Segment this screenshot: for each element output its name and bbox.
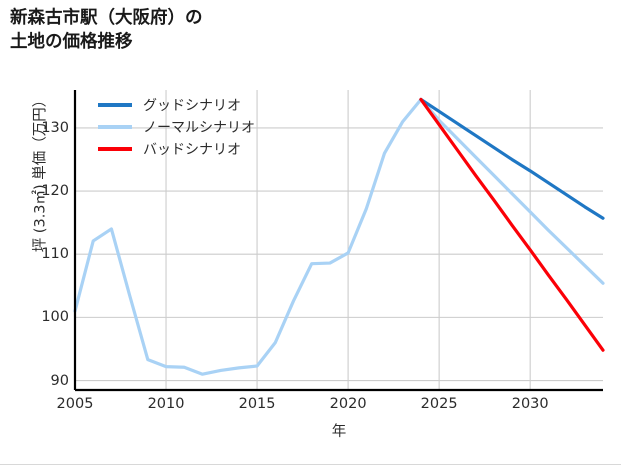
x-tick-label: 2025	[420, 396, 458, 412]
series-line	[419, 97, 605, 352]
x-tick-label: 2030	[511, 396, 549, 412]
y-tick-label: 110	[41, 246, 69, 263]
x-tick-label: 2005	[56, 396, 94, 412]
legend-item[interactable]: バッドシナリオ	[98, 138, 298, 160]
legend-label: バッドシナリオ	[143, 142, 241, 158]
y-tick-label: 100	[41, 309, 69, 326]
chart-legend: グッドシナリオ ノーマルシナリオ バッドシナリオ	[98, 94, 298, 160]
legend-item[interactable]: グッドシナリオ	[98, 94, 298, 116]
y-axis-tick-labels: 90 100 110 120 130	[24, 90, 69, 390]
x-tick-label: 2020	[329, 396, 367, 412]
series-line	[73, 97, 605, 376]
legend-label: ノーマルシナリオ	[143, 120, 255, 136]
series-line	[419, 97, 605, 220]
legend-item[interactable]: ノーマルシナリオ	[98, 116, 298, 138]
y-tick-label: 120	[41, 183, 69, 200]
x-axis-title: 年	[331, 424, 347, 440]
legend-color-swatch	[98, 102, 132, 108]
legend-color-swatch	[98, 124, 132, 130]
plot-area	[73, 90, 605, 392]
data-series-group	[73, 97, 605, 376]
chart-canvas	[73, 90, 605, 392]
x-tick-label: 2015	[238, 396, 276, 412]
page-title: 新森古市駅（大阪府）の 土地の価格推移	[10, 8, 203, 53]
y-tick-label: 90	[50, 372, 69, 389]
legend-color-swatch	[98, 146, 132, 152]
axis-spines	[73, 90, 603, 392]
x-tick-label: 2010	[147, 396, 185, 412]
y-tick-label: 130	[41, 119, 69, 136]
x-axis-tick-labels: 2005 2010 2015 2020 2025 2030	[57, 396, 603, 418]
legend-label: グッドシナリオ	[143, 98, 241, 114]
